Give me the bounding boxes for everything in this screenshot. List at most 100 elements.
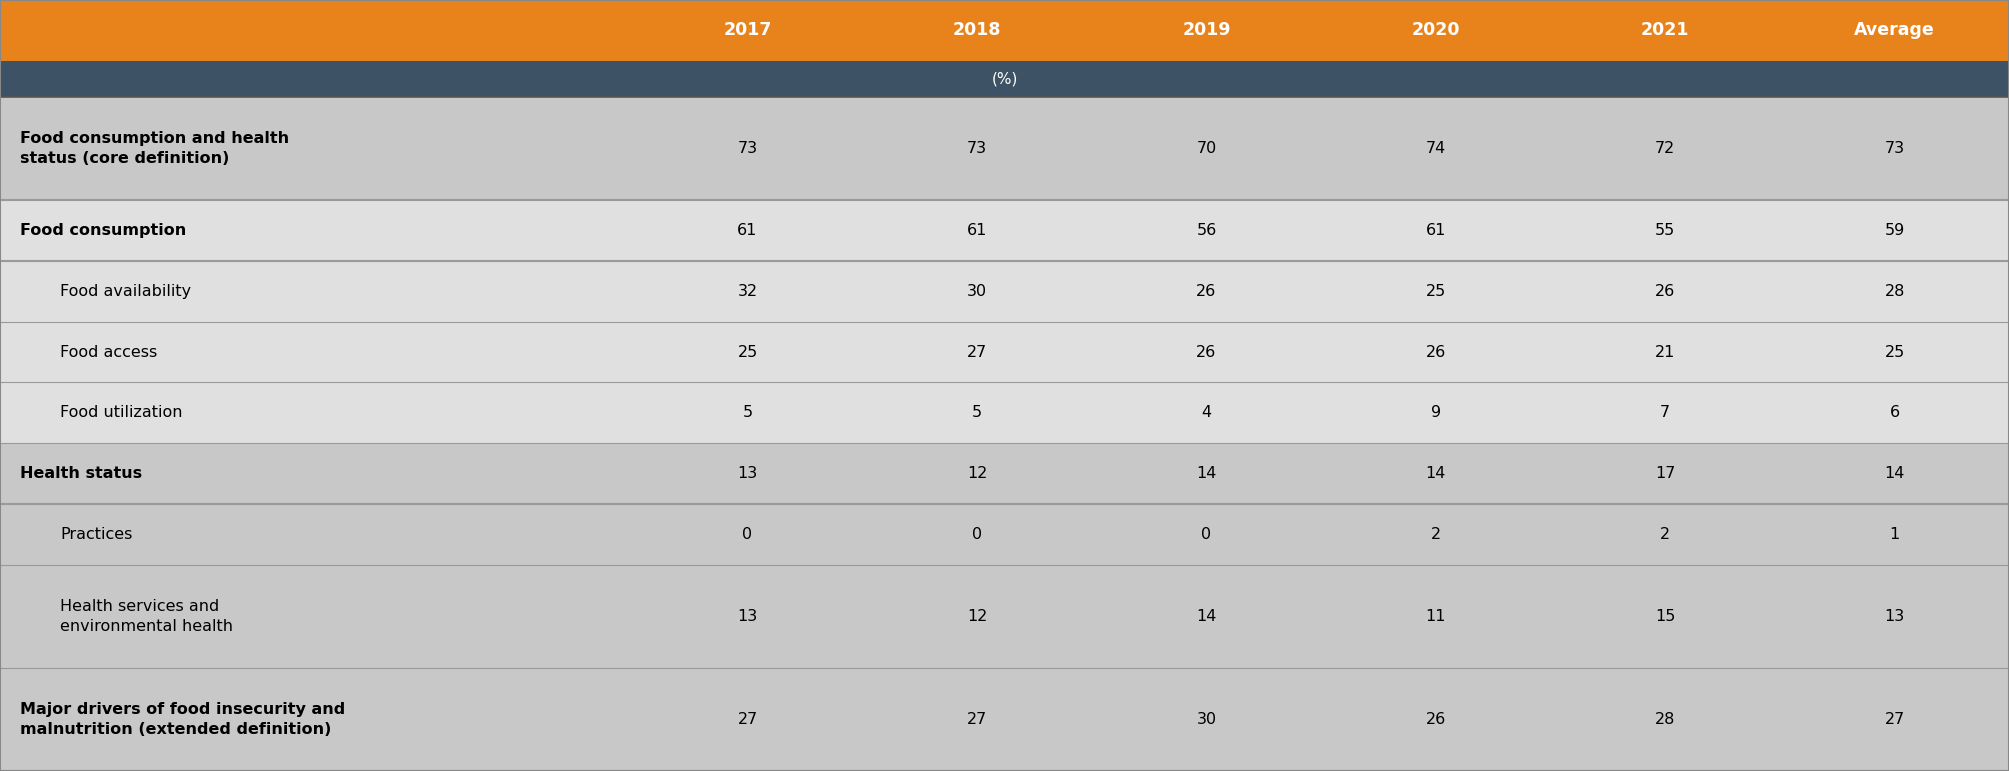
Text: Practices: Practices <box>60 527 133 542</box>
Text: 27: 27 <box>966 345 986 359</box>
Bar <box>1780 668 2009 771</box>
Text: 73: 73 <box>737 141 757 157</box>
Text: 73: 73 <box>1884 141 1905 157</box>
Text: 12: 12 <box>966 466 986 481</box>
Text: 26: 26 <box>1655 284 1676 299</box>
Text: Food access: Food access <box>60 345 157 359</box>
Text: 32: 32 <box>737 284 757 299</box>
Bar <box>862 564 1091 668</box>
Text: 70: 70 <box>1195 141 1217 157</box>
Text: 72: 72 <box>1655 141 1676 157</box>
Bar <box>633 382 862 443</box>
Text: 25: 25 <box>1884 345 1905 359</box>
Bar <box>1551 382 1780 443</box>
Text: 27: 27 <box>737 712 757 727</box>
Bar <box>1780 504 2009 564</box>
Text: Average: Average <box>1854 22 1935 39</box>
Bar <box>633 564 862 668</box>
Bar <box>1780 97 2009 200</box>
Bar <box>1091 261 1322 322</box>
Bar <box>1322 382 1551 443</box>
Bar <box>1322 322 1551 382</box>
Bar <box>633 443 862 504</box>
Text: 2019: 2019 <box>1181 22 1232 39</box>
Text: 26: 26 <box>1426 712 1446 727</box>
Bar <box>633 261 862 322</box>
Text: Food utilization: Food utilization <box>60 406 183 420</box>
Text: Food availability: Food availability <box>60 284 191 299</box>
Bar <box>1551 504 1780 564</box>
Bar <box>1551 200 1780 261</box>
Text: 28: 28 <box>1655 712 1676 727</box>
Bar <box>862 382 1091 443</box>
Bar <box>1780 443 2009 504</box>
Bar <box>1780 564 2009 668</box>
Bar <box>1091 382 1322 443</box>
Text: 0: 0 <box>1201 527 1211 542</box>
Text: 4: 4 <box>1201 406 1211 420</box>
Bar <box>862 668 1091 771</box>
Text: 14: 14 <box>1884 466 1905 481</box>
Text: 0: 0 <box>743 527 753 542</box>
Bar <box>1091 443 1322 504</box>
Bar <box>0 564 633 668</box>
Text: 0: 0 <box>972 527 982 542</box>
Text: 26: 26 <box>1195 345 1217 359</box>
Text: Major drivers of food insecurity and
malnutrition (extended definition): Major drivers of food insecurity and mal… <box>20 702 346 737</box>
Text: Food consumption and health
status (core definition): Food consumption and health status (core… <box>20 131 289 166</box>
Bar <box>1551 564 1780 668</box>
Text: 13: 13 <box>737 608 757 624</box>
Bar <box>1551 261 1780 322</box>
Text: 61: 61 <box>737 223 757 238</box>
Text: 1: 1 <box>1890 527 1901 542</box>
Bar <box>862 504 1091 564</box>
Text: 15: 15 <box>1655 608 1676 624</box>
Text: (%): (%) <box>990 72 1019 86</box>
Text: 2: 2 <box>1659 527 1669 542</box>
Text: 61: 61 <box>966 223 986 238</box>
Text: 13: 13 <box>737 466 757 481</box>
Text: 56: 56 <box>1195 223 1217 238</box>
Text: 26: 26 <box>1195 284 1217 299</box>
Bar <box>1322 668 1551 771</box>
Bar <box>1322 200 1551 261</box>
Bar <box>1322 97 1551 200</box>
Bar <box>1551 97 1780 200</box>
Bar <box>0 97 633 200</box>
Text: 2021: 2021 <box>1641 22 1690 39</box>
Bar <box>0 443 633 504</box>
Text: 2: 2 <box>1430 527 1440 542</box>
Bar <box>0 322 633 382</box>
Text: 11: 11 <box>1426 608 1446 624</box>
Bar <box>1780 382 2009 443</box>
Bar <box>862 200 1091 261</box>
Bar <box>1322 564 1551 668</box>
Text: 27: 27 <box>1884 712 1905 727</box>
Bar <box>633 322 862 382</box>
Bar <box>0 504 633 564</box>
Bar <box>0 200 633 261</box>
Bar <box>1322 504 1551 564</box>
Bar <box>1780 200 2009 261</box>
Bar <box>862 322 1091 382</box>
Text: 14: 14 <box>1426 466 1446 481</box>
Text: 17: 17 <box>1655 466 1676 481</box>
Bar <box>633 97 862 200</box>
Bar <box>0 668 633 771</box>
Text: 21: 21 <box>1655 345 1676 359</box>
Bar <box>862 97 1091 200</box>
Bar <box>1091 504 1322 564</box>
Text: 9: 9 <box>1430 406 1440 420</box>
Bar <box>862 261 1091 322</box>
Text: 30: 30 <box>966 284 986 299</box>
Text: 6: 6 <box>1890 406 1901 420</box>
Text: 27: 27 <box>966 712 986 727</box>
Text: 25: 25 <box>1426 284 1446 299</box>
Text: 73: 73 <box>966 141 986 157</box>
Text: 26: 26 <box>1426 345 1446 359</box>
Bar <box>633 200 862 261</box>
Text: 2020: 2020 <box>1412 22 1461 39</box>
Bar <box>1091 97 1322 200</box>
Bar <box>1091 322 1322 382</box>
Text: 55: 55 <box>1655 223 1676 238</box>
